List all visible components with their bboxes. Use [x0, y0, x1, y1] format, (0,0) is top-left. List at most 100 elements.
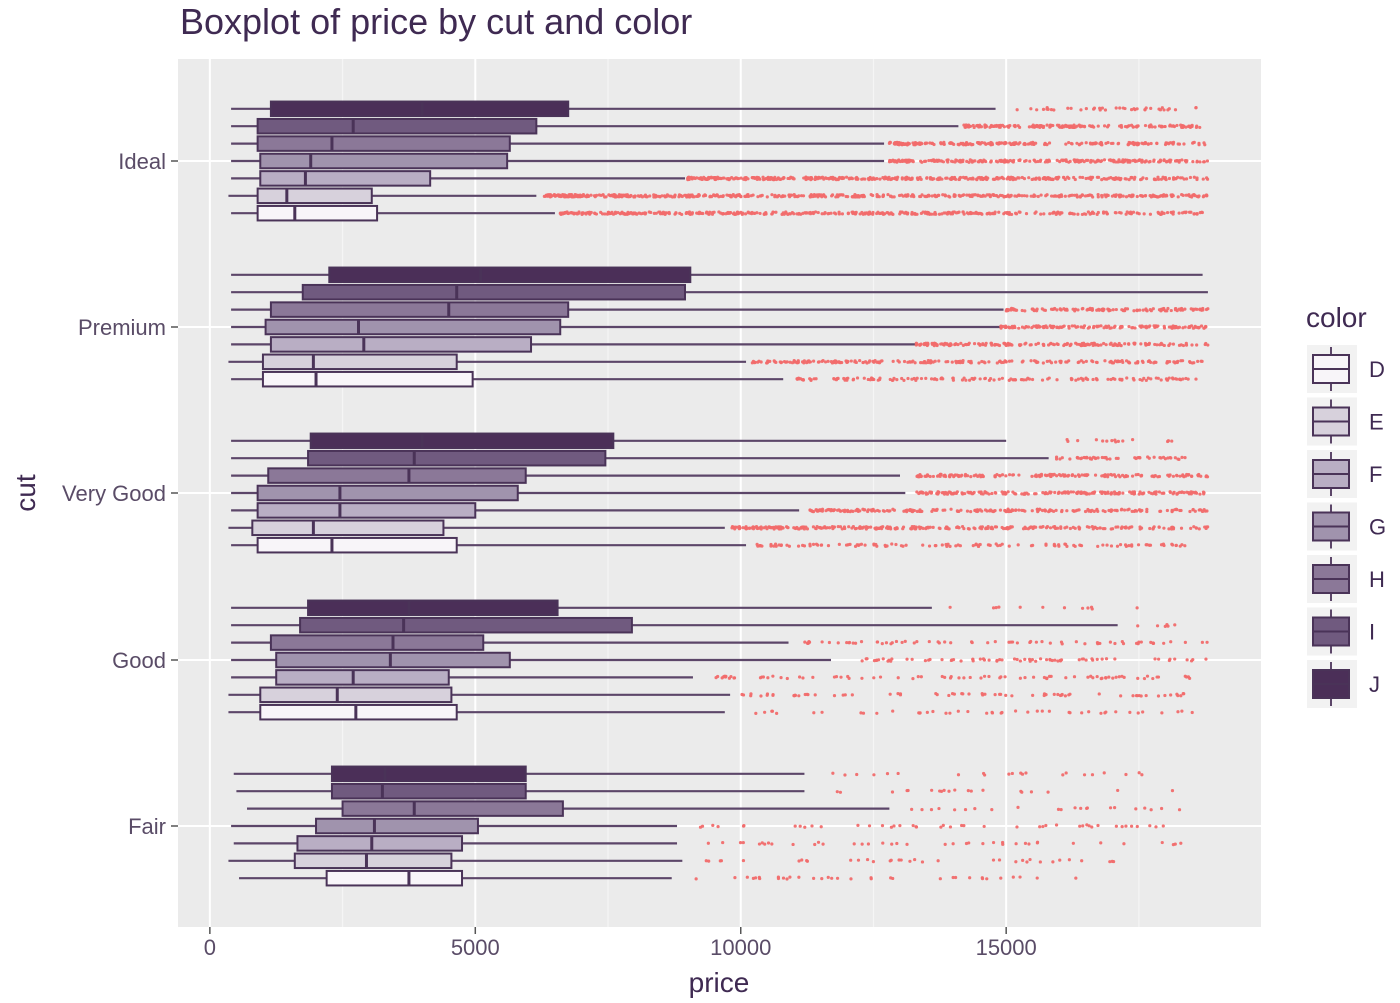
- outlier-point: [1152, 158, 1156, 162]
- outlier-point: [1059, 808, 1063, 812]
- outlier-point: [816, 543, 820, 547]
- outlier-point: [739, 176, 743, 180]
- outlier-point: [970, 160, 974, 164]
- outlier-point: [1068, 526, 1072, 531]
- outlier-point: [942, 342, 946, 347]
- outlier-point: [971, 544, 975, 548]
- outlier-point: [1045, 193, 1049, 197]
- legend-item-f: F: [1307, 450, 1382, 498]
- outlier-point: [584, 212, 588, 216]
- outlier-point: [1177, 490, 1182, 494]
- outlier-point: [787, 544, 792, 548]
- outlier-point: [706, 841, 710, 845]
- outlier-point: [934, 195, 938, 199]
- outlier-point: [1086, 675, 1090, 679]
- outlier-point: [878, 675, 883, 679]
- outlier-point: [1079, 457, 1083, 461]
- outlier-point: [889, 194, 893, 198]
- outlier-point: [1004, 360, 1008, 364]
- outlier-point: [1058, 693, 1063, 698]
- outlier-point: [798, 824, 802, 828]
- outlier-point: [894, 639, 899, 644]
- outlier-point: [923, 658, 928, 663]
- outlier-point: [989, 341, 993, 345]
- outlier-point: [980, 473, 984, 477]
- outlier-point: [1204, 324, 1208, 329]
- outlier-point: [987, 492, 991, 496]
- outlier-point: [1158, 456, 1162, 460]
- outlier-point: [948, 141, 953, 145]
- outlier-point: [1018, 875, 1022, 879]
- outlier-point: [1043, 508, 1048, 513]
- outlier-point: [569, 194, 573, 198]
- outlier-point: [770, 193, 774, 197]
- outlier-point: [705, 177, 710, 181]
- outlier-point: [968, 675, 972, 680]
- outlier-point: [770, 842, 774, 846]
- outlier-point: [1100, 195, 1104, 199]
- outlier-point: [967, 491, 971, 495]
- outlier-point: [1026, 710, 1030, 714]
- outlier-point: [982, 824, 986, 829]
- outlier-point: [995, 658, 999, 663]
- outlier-point: [928, 657, 932, 662]
- outlier-point: [992, 193, 996, 198]
- outlier-point: [1182, 491, 1186, 495]
- outlier-point: [968, 876, 972, 880]
- outlier-point: [652, 193, 656, 197]
- outlier-point: [981, 657, 986, 661]
- outlier-point: [1028, 857, 1032, 862]
- outlier-point: [927, 639, 931, 644]
- outlier-point: [763, 842, 767, 846]
- outlier-point: [946, 160, 950, 164]
- box-premium-i: [301, 283, 686, 301]
- outlier-point: [993, 343, 997, 347]
- outlier-point: [729, 195, 733, 199]
- outlier-point: [1107, 675, 1111, 679]
- outlier-point: [1138, 158, 1142, 162]
- outlier-point: [1111, 343, 1115, 347]
- outlier-point: [854, 177, 859, 181]
- outlier-point: [1038, 825, 1042, 829]
- outlier-point: [1149, 808, 1153, 812]
- outlier-point: [1163, 624, 1167, 628]
- outlier-point: [1068, 692, 1072, 696]
- outlier-point: [1086, 377, 1090, 382]
- box-good-d: [259, 703, 458, 721]
- outlier-point: [781, 211, 785, 215]
- outlier-point: [846, 211, 850, 216]
- outlier-point: [978, 473, 982, 477]
- outlier-point: [881, 194, 885, 198]
- outlier-point: [1202, 160, 1206, 164]
- outlier-point: [554, 193, 558, 198]
- outlier-point: [969, 640, 974, 644]
- outlier-point: [939, 825, 943, 829]
- outlier-point: [1165, 210, 1170, 215]
- outlier-point: [1046, 790, 1050, 794]
- outlier-point: [847, 525, 851, 529]
- outlier-point: [977, 361, 981, 365]
- outlier-point: [1039, 212, 1043, 216]
- outlier-point: [760, 841, 764, 845]
- outlier-point: [1143, 123, 1148, 128]
- outlier-point: [1170, 439, 1174, 443]
- outlier-point: [871, 212, 875, 216]
- outlier-point: [985, 509, 989, 513]
- outlier-point: [1038, 860, 1042, 864]
- outlier-point: [1082, 212, 1086, 216]
- outlier-point: [1152, 475, 1156, 479]
- outlier-point: [763, 710, 767, 714]
- outlier-point: [1157, 107, 1161, 111]
- outlier-point: [968, 194, 972, 198]
- outlier-point: [645, 195, 649, 199]
- outlier-point: [1179, 694, 1183, 698]
- outlier-point: [987, 658, 991, 662]
- outlier-point: [987, 674, 991, 679]
- outlier-point: [779, 527, 783, 531]
- outlier-point: [1045, 524, 1050, 529]
- outlier-point: [735, 210, 740, 214]
- outlier-point: [1048, 658, 1052, 662]
- outlier-point: [1196, 473, 1200, 477]
- outlier-point: [1119, 526, 1124, 530]
- outlier-point: [1002, 160, 1007, 164]
